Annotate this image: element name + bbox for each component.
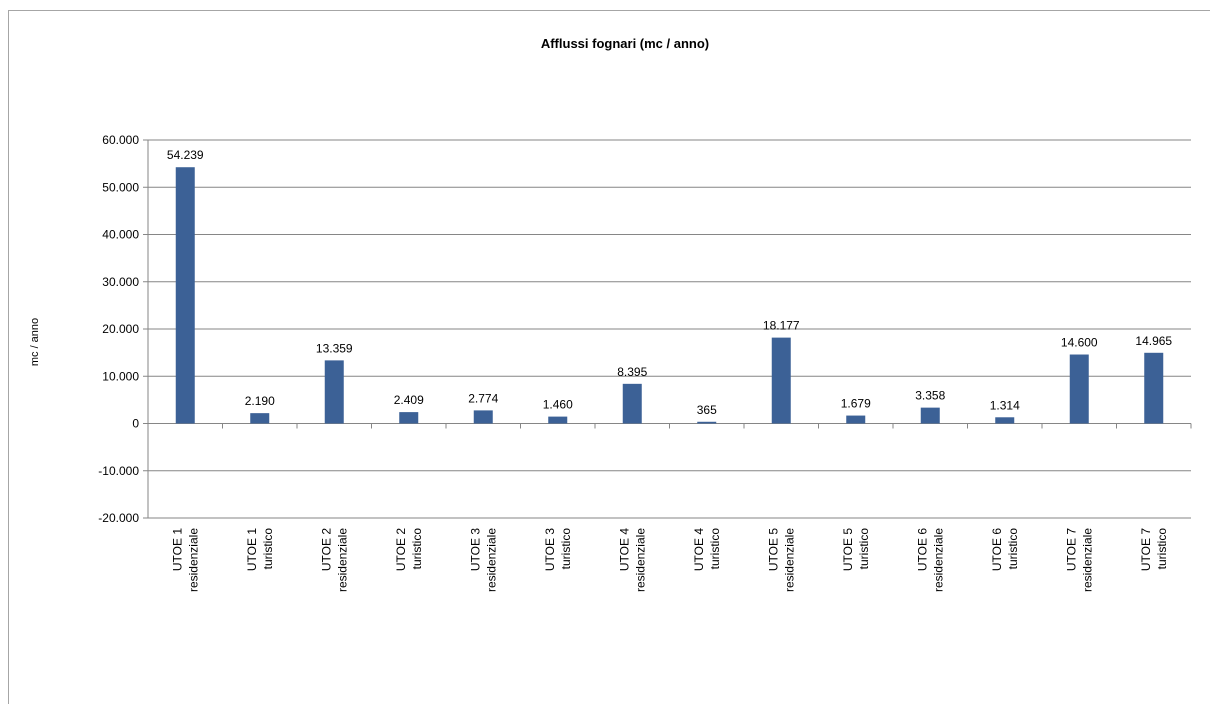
y-tick-label: 50.000 [102, 180, 139, 194]
bar [622, 383, 642, 424]
data-label: 14.965 [1135, 334, 1172, 348]
category-label: UTOE 3 [543, 528, 557, 571]
category-label: UTOE 1 [170, 528, 184, 571]
category-label: UTOE 5 [766, 528, 780, 571]
bar [548, 416, 568, 424]
category-label: UTOE 7 [1064, 528, 1078, 571]
category-label: residenziale [633, 528, 647, 592]
category-label: UTOE 1 [245, 528, 259, 571]
y-tick-label: 40.000 [102, 228, 139, 242]
category-label: turistico [1155, 528, 1169, 570]
bar [995, 417, 1015, 424]
grid [148, 139, 1191, 519]
data-label: 14.600 [1061, 336, 1098, 350]
category-label: UTOE 2 [394, 528, 408, 571]
y-tick-label: 0 [132, 417, 139, 431]
category-label: residenziale [1080, 528, 1094, 592]
category-label: residenziale [186, 528, 200, 592]
bar [399, 412, 419, 424]
data-label: 1.679 [841, 397, 871, 411]
category-label: UTOE 6 [915, 528, 929, 571]
y-tick-label: 30.000 [102, 275, 139, 289]
data-label: 18.177 [763, 319, 800, 333]
bar [846, 415, 866, 424]
bar [697, 421, 717, 424]
chart-title: Afflussi fognari (mc / anno) [541, 36, 709, 51]
category-label: UTOE 4 [692, 528, 706, 571]
data-label: 1.314 [990, 398, 1020, 412]
bar [920, 407, 940, 424]
category-label: turistico [857, 528, 871, 570]
data-label: 54.239 [167, 148, 204, 162]
y-axis-label: mc / anno [29, 318, 41, 366]
bar [1144, 352, 1164, 424]
category-label: residenziale [335, 528, 349, 592]
bar [1069, 354, 1089, 424]
bar [175, 167, 195, 424]
bar [473, 410, 493, 424]
y-tick-label: -10.000 [98, 464, 139, 478]
data-label: 13.359 [316, 341, 353, 355]
data-label: 1.460 [543, 398, 573, 412]
bar [324, 360, 344, 424]
data-label: 2.190 [245, 394, 275, 408]
y-tick-label: 60.000 [102, 133, 139, 147]
category-label: turistico [708, 528, 722, 570]
category-label: UTOE 2 [319, 528, 333, 571]
category-label: UTOE 7 [1139, 528, 1153, 571]
bar [250, 413, 270, 424]
category-label: UTOE 6 [990, 528, 1004, 571]
category-label: residenziale [782, 528, 796, 592]
category-label: UTOE 5 [841, 528, 855, 571]
axes: -20.000 -10.000 0 10.000 20.000 30.000 40.000 5… [98, 133, 1192, 525]
category-label: turistico [261, 528, 275, 570]
category-label: turistico [559, 528, 573, 570]
category-label: UTOE 4 [617, 528, 631, 571]
chart-frame [8, 10, 1210, 704]
category-label: turistico [410, 528, 424, 570]
bar [771, 337, 791, 424]
data-label: 2.409 [394, 393, 424, 407]
category-label: UTOE 3 [468, 528, 482, 571]
category-label: turistico [1006, 528, 1020, 570]
bars [175, 167, 1164, 424]
category-label: residenziale [931, 528, 945, 592]
y-tick-label: -20.000 [98, 511, 139, 525]
y-tick-label: 10.000 [102, 369, 139, 383]
data-label: 3.358 [915, 389, 945, 403]
data-label: 365 [697, 403, 717, 417]
y-tick-label: 20.000 [102, 322, 139, 336]
category-label: residenziale [484, 528, 498, 592]
data-label: 2.774 [468, 391, 498, 405]
data-labels: 54.239 2.190 13.359 2.409 2.774 1.460 8.395 365… [167, 148, 1173, 417]
data-label: 8.395 [617, 365, 647, 379]
